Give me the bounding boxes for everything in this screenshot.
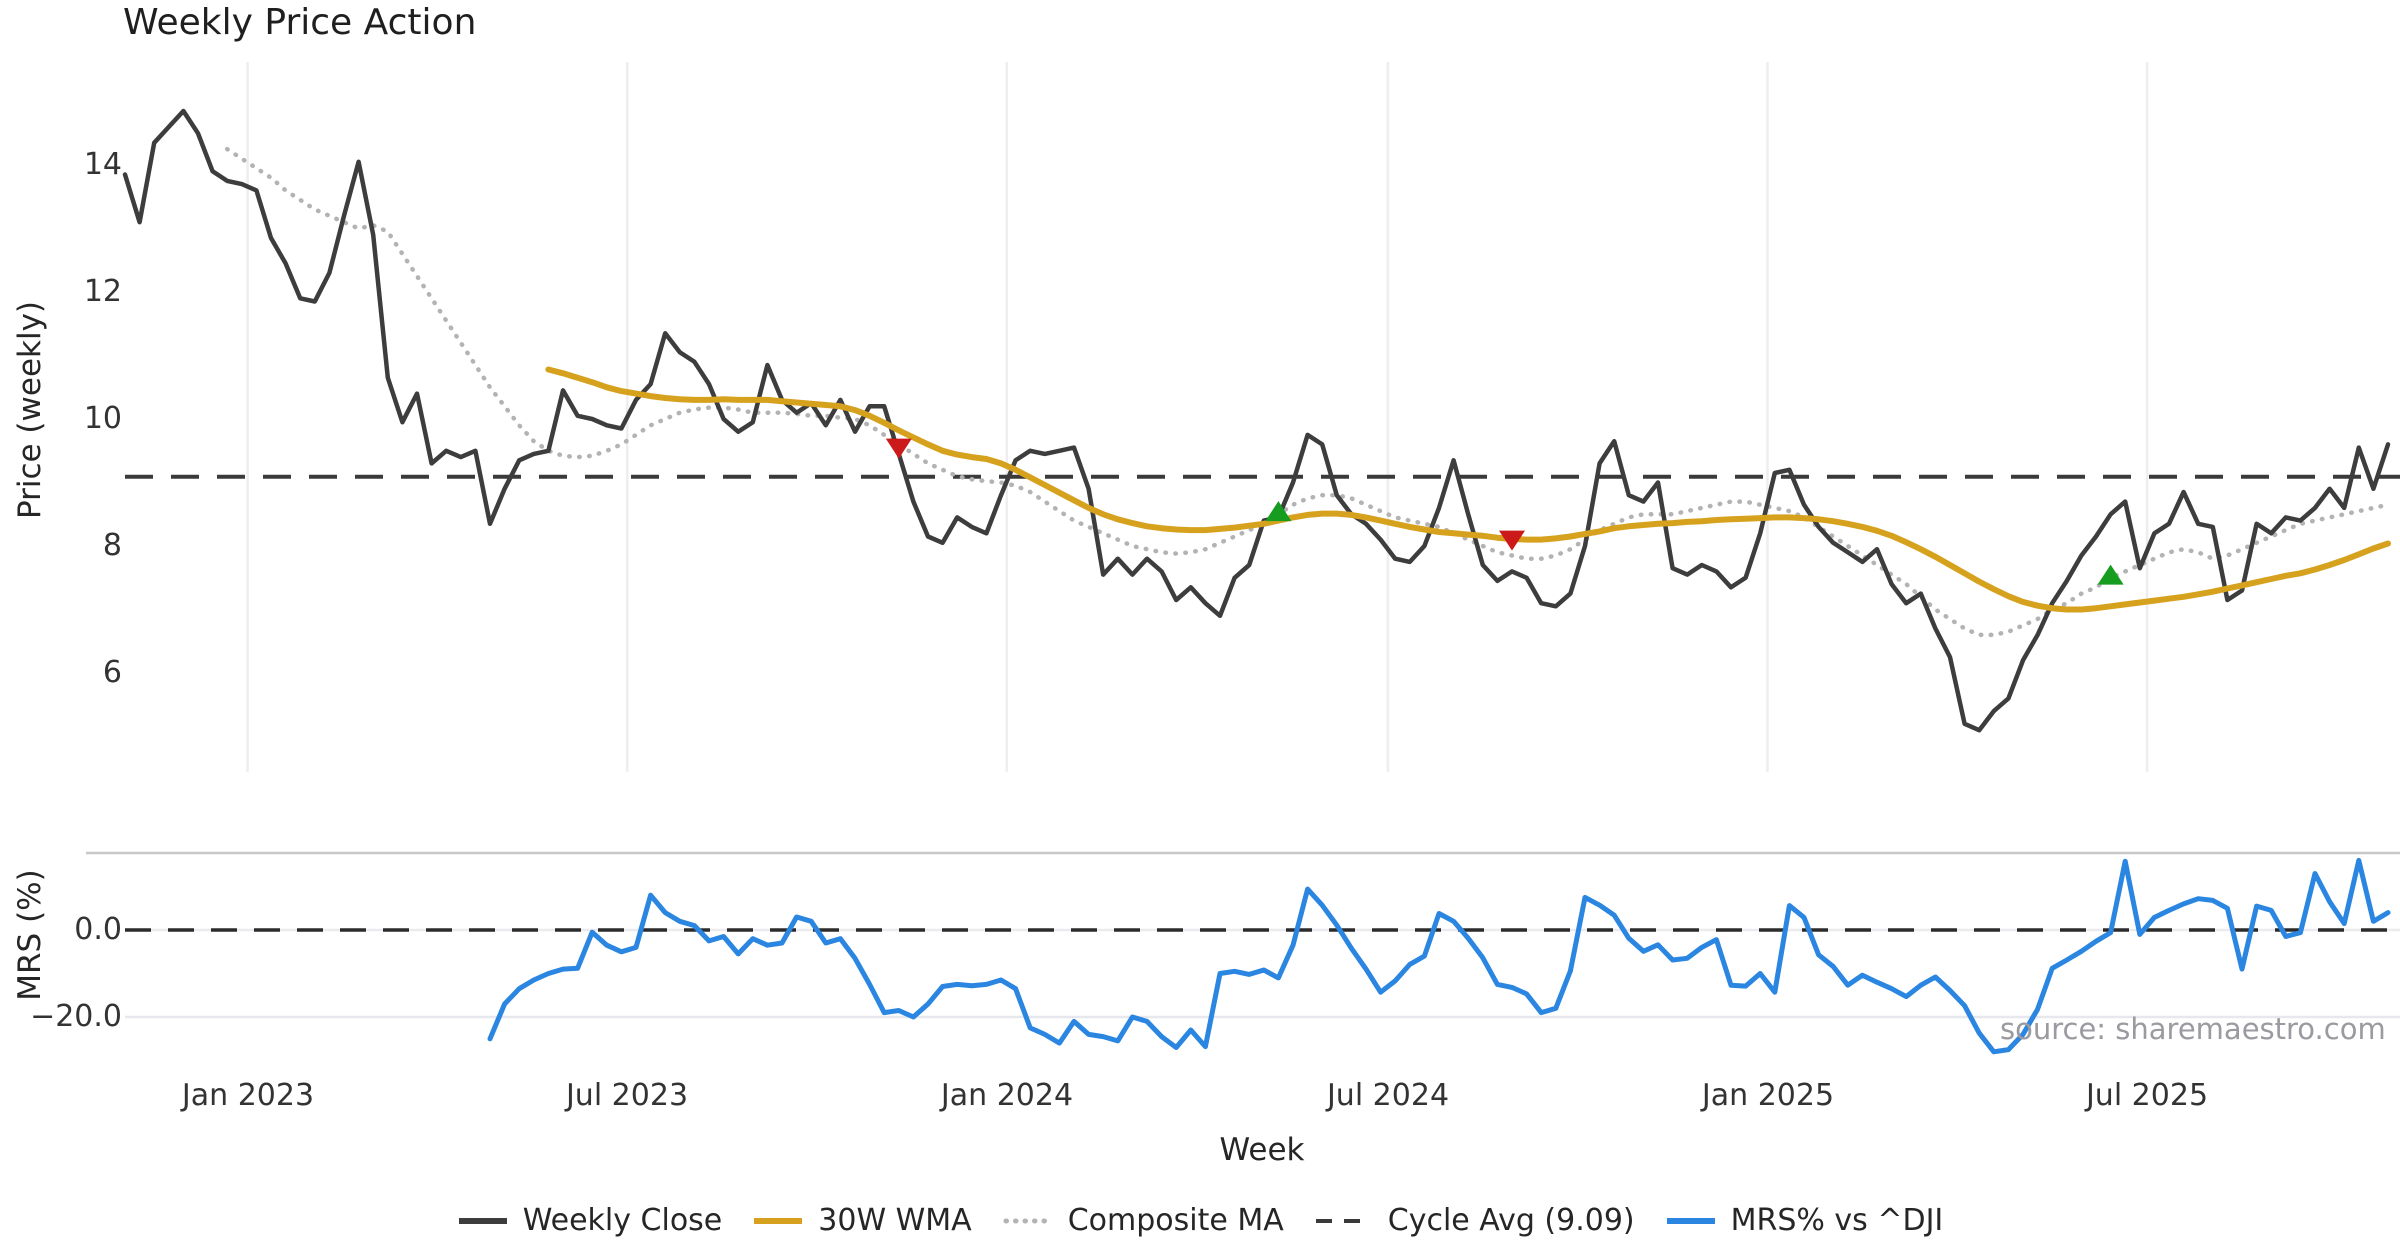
chart-title: Weekly Price Action (123, 2, 477, 43)
legend: Weekly Close 30W WMA Composite MA Cycle … (0, 1203, 2400, 1238)
weekly-close-line-swatch (458, 1217, 507, 1224)
legend-label: 30W WMA (818, 1203, 972, 1238)
wma-line-swatch (754, 1217, 803, 1224)
legend-label: Composite MA (1067, 1203, 1284, 1238)
mrs-ytick-0: 0.0 (74, 912, 122, 947)
legend-label: MRS% vs ^DJI (1730, 1203, 1944, 1238)
legend-item-composite-ma: Composite MA (1002, 1203, 1284, 1238)
week-axis-label: Week (1219, 1132, 1305, 1168)
mrs-line-swatch (1666, 1217, 1715, 1224)
price-axis-label: Price (weekly) (12, 300, 48, 520)
legend-item-mrs: MRS% vs ^DJI (1665, 1203, 1944, 1238)
xtick-jul-2025: Jul 2025 (2085, 1078, 2209, 1113)
mrs-ytick-m20: −20.0 (30, 999, 122, 1034)
legend-item-weekly-close: Weekly Close (457, 1203, 723, 1238)
price-ytick-12: 12 (83, 274, 122, 309)
legend-label: Weekly Close (522, 1203, 723, 1238)
composite-ma-line-swatch (1003, 1218, 1054, 1223)
xtick-jan-2024: Jan 2024 (940, 1078, 1074, 1113)
legend-label: Cycle Avg (9.09) (1387, 1203, 1635, 1238)
xtick-jan-2025: Jan 2025 (1701, 1078, 1835, 1113)
legend-item-cycle-avg: Cycle Avg (9.09) (1314, 1203, 1635, 1238)
mrs-axis-label: MRS (%) (12, 869, 48, 1001)
legend-item-30w-wma: 30W WMA (752, 1203, 972, 1238)
xtick-jan-2023: Jan 2023 (181, 1078, 315, 1113)
xtick-jul-2023: Jul 2023 (565, 1078, 689, 1113)
price-ytick-6: 6 (102, 655, 122, 690)
price-ytick-10: 10 (83, 401, 122, 436)
price-ytick-14: 14 (83, 147, 122, 182)
price-ytick-8: 8 (102, 528, 122, 563)
source-note: source: sharemaestro.com (2000, 1012, 2386, 1046)
xtick-jul-2024: Jul 2024 (1326, 1078, 1450, 1113)
cycle-avg-line-swatch (1315, 1218, 1372, 1223)
